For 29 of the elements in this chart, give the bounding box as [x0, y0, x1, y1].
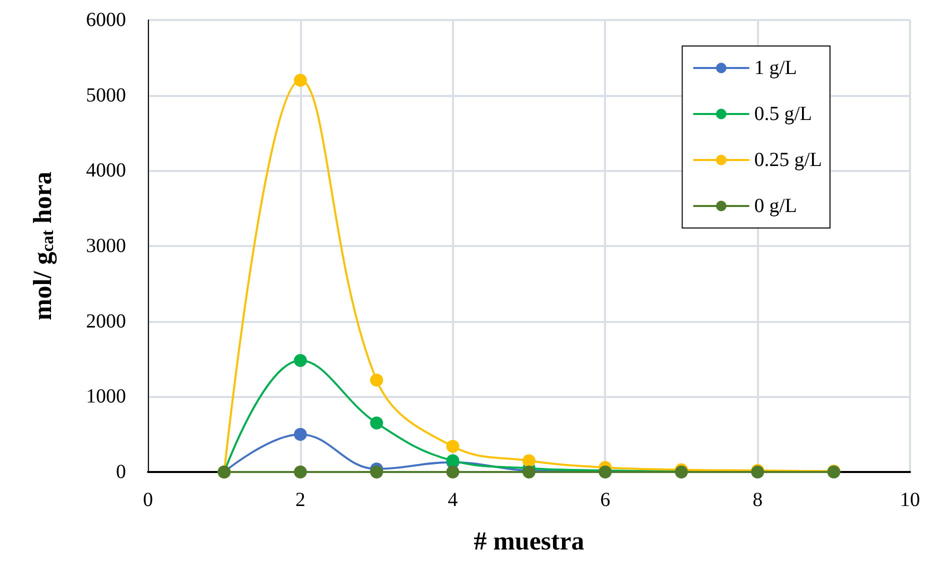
point: [370, 374, 384, 387]
y-tick-label: 6000: [86, 9, 126, 31]
y-tick-label: 4000: [86, 160, 126, 182]
x-tick-label: 8: [752, 489, 763, 511]
legend-label: 0.5 g/L: [754, 103, 812, 125]
y-tick-label: 3000: [86, 235, 126, 257]
point: [522, 454, 536, 468]
point: [294, 466, 307, 478]
x-tick-label: 0: [143, 489, 153, 511]
x-tick-label: 4: [448, 489, 458, 511]
point: [446, 440, 460, 453]
legend-label: 1 g/L: [754, 57, 798, 79]
legend-label: 0.25 g/L: [754, 149, 822, 171]
point: [294, 74, 307, 87]
point: [370, 416, 384, 430]
y-tick-label: 2000: [86, 310, 126, 332]
x-axis-title: # muestra: [474, 526, 584, 556]
point: [446, 466, 460, 478]
point: [370, 466, 384, 478]
x-tick-label: 2: [295, 489, 306, 511]
point: [294, 428, 307, 441]
x-tick-label: 10: [900, 489, 920, 511]
point: [294, 354, 307, 368]
y-axis-title: mol/ gcat hora: [28, 172, 57, 320]
legend-label: 0 g/L: [754, 195, 798, 217]
y-tick-label: 5000: [86, 84, 126, 106]
x-tick-label: 6: [600, 489, 610, 511]
y-tick-label: 1000: [86, 386, 126, 408]
y-tick-label: 0: [116, 461, 126, 483]
